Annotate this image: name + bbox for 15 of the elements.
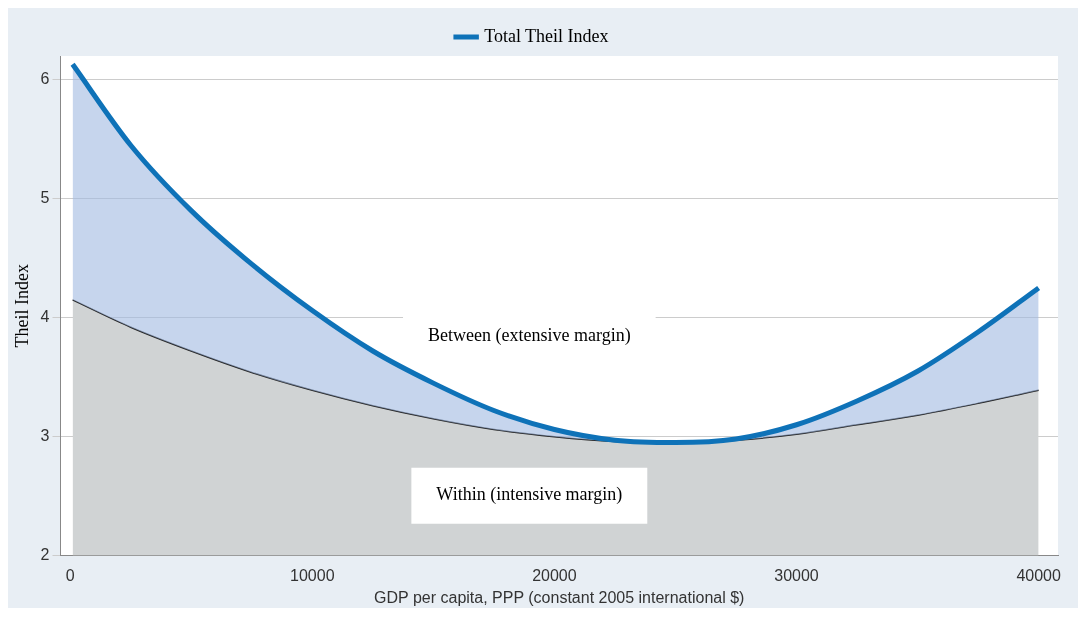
x-tick-label: 20000	[532, 566, 577, 584]
y-tick-label: 2	[40, 546, 50, 564]
y-tick-label: 6	[40, 70, 50, 88]
x-axis-title: GDP per capita, PPP (constant 2005 international $)	[374, 588, 745, 606]
x-tick-label: 0	[65, 566, 75, 584]
y-tick-label: 4	[40, 308, 50, 326]
legend-label: Total Theil Index	[484, 25, 609, 46]
annotation: Within (intensive margin)	[436, 484, 623, 506]
annotation: Between (extensive margin)	[428, 324, 631, 346]
x-tick-label: 40000	[1016, 566, 1061, 584]
x-tick-label: 30000	[774, 566, 819, 584]
y-tick-label: 5	[40, 189, 50, 207]
y-tick-label: 3	[40, 427, 50, 445]
y-axis-title: Theil Index	[11, 264, 32, 348]
x-tick-label: 10000	[290, 566, 335, 584]
